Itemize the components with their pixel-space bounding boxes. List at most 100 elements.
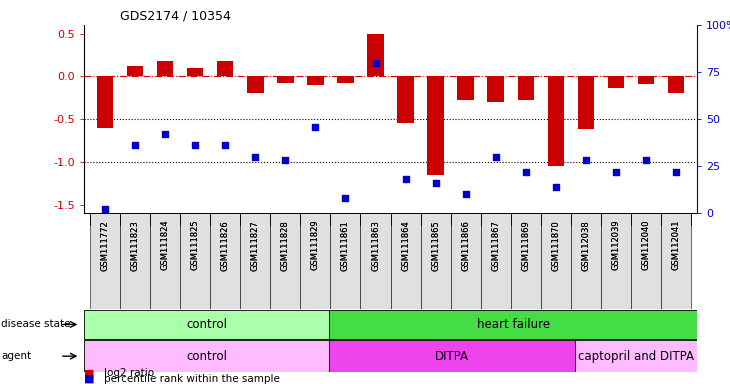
FancyBboxPatch shape	[541, 213, 571, 309]
Point	[339, 195, 351, 201]
Text: GSM111869: GSM111869	[521, 220, 530, 271]
Text: GSM111823: GSM111823	[131, 220, 139, 271]
FancyBboxPatch shape	[84, 341, 329, 372]
FancyBboxPatch shape	[331, 213, 361, 309]
FancyBboxPatch shape	[391, 213, 420, 309]
Text: ■: ■	[84, 374, 94, 384]
Text: GSM111864: GSM111864	[401, 220, 410, 271]
FancyBboxPatch shape	[180, 213, 210, 309]
FancyBboxPatch shape	[631, 213, 661, 309]
Point	[250, 154, 261, 160]
Bar	[217, 61, 234, 76]
Text: log2 ratio: log2 ratio	[104, 368, 155, 378]
Text: GSM111824: GSM111824	[161, 220, 169, 270]
FancyBboxPatch shape	[84, 310, 329, 339]
Point	[280, 157, 291, 164]
Point	[490, 154, 502, 160]
FancyBboxPatch shape	[575, 341, 697, 372]
FancyBboxPatch shape	[329, 341, 575, 372]
Text: GSM111870: GSM111870	[551, 220, 561, 271]
FancyBboxPatch shape	[481, 213, 511, 309]
Text: GSM112040: GSM112040	[642, 220, 650, 270]
Point	[220, 142, 231, 149]
Point	[400, 176, 412, 182]
Text: GSM112041: GSM112041	[672, 220, 680, 270]
Point	[580, 157, 592, 164]
Bar	[427, 76, 444, 175]
Point	[129, 142, 141, 149]
Bar	[247, 76, 264, 93]
Bar	[127, 66, 143, 76]
Text: GSM111825: GSM111825	[191, 220, 200, 270]
Bar	[397, 76, 414, 123]
Bar	[187, 68, 204, 76]
Text: GSM111861: GSM111861	[341, 220, 350, 271]
Point	[670, 169, 682, 175]
FancyBboxPatch shape	[90, 213, 120, 309]
Bar	[518, 76, 534, 100]
Point	[460, 191, 472, 197]
Bar	[96, 76, 113, 127]
FancyBboxPatch shape	[150, 213, 180, 309]
Text: GSM112038: GSM112038	[581, 220, 591, 271]
Point	[520, 169, 531, 175]
Text: GSM111864: GSM111864	[401, 220, 410, 271]
Point	[610, 169, 622, 175]
Point	[640, 157, 652, 164]
Text: GSM112041: GSM112041	[672, 220, 680, 270]
Bar	[488, 76, 504, 102]
Point	[159, 131, 171, 137]
Text: GSM111866: GSM111866	[461, 220, 470, 271]
Text: captopril and DITPA: captopril and DITPA	[578, 350, 694, 362]
Text: control: control	[186, 318, 227, 331]
Point	[310, 124, 321, 130]
Text: GSM111863: GSM111863	[371, 220, 380, 271]
Text: GSM111826: GSM111826	[220, 220, 230, 271]
Text: GSM111825: GSM111825	[191, 220, 200, 270]
Text: GSM112039: GSM112039	[612, 220, 620, 270]
FancyBboxPatch shape	[420, 213, 450, 309]
Text: GSM111824: GSM111824	[161, 220, 169, 270]
Text: GSM111826: GSM111826	[220, 220, 230, 271]
Point	[550, 184, 561, 190]
Text: heart failure: heart failure	[477, 318, 550, 331]
FancyBboxPatch shape	[210, 213, 240, 309]
Text: GSM111865: GSM111865	[431, 220, 440, 271]
Text: agent: agent	[1, 351, 31, 361]
Text: disease state: disease state	[1, 319, 71, 329]
Bar	[307, 76, 323, 85]
Bar	[277, 76, 293, 83]
Bar	[577, 76, 594, 129]
Text: GSM111772: GSM111772	[101, 220, 110, 271]
Text: GSM112040: GSM112040	[642, 220, 650, 270]
Text: GSM112038: GSM112038	[581, 220, 591, 271]
Text: GSM111823: GSM111823	[131, 220, 139, 271]
Text: control: control	[186, 350, 227, 362]
Bar	[668, 76, 685, 93]
Bar	[548, 76, 564, 166]
Text: GSM111867: GSM111867	[491, 220, 500, 271]
Text: ■: ■	[84, 368, 94, 378]
FancyBboxPatch shape	[329, 310, 697, 339]
Text: GSM111829: GSM111829	[311, 220, 320, 270]
Text: GSM111772: GSM111772	[101, 220, 110, 271]
Text: DITPA: DITPA	[435, 350, 469, 362]
FancyBboxPatch shape	[511, 213, 541, 309]
Bar	[607, 76, 624, 88]
Text: GSM111829: GSM111829	[311, 220, 320, 270]
Text: GSM111867: GSM111867	[491, 220, 500, 271]
Text: GSM111863: GSM111863	[371, 220, 380, 271]
Bar	[157, 61, 173, 76]
Text: GSM111866: GSM111866	[461, 220, 470, 271]
Text: GSM111869: GSM111869	[521, 220, 530, 271]
FancyBboxPatch shape	[571, 213, 601, 309]
Point	[430, 180, 442, 186]
Text: GSM111861: GSM111861	[341, 220, 350, 271]
Bar	[367, 33, 384, 76]
FancyBboxPatch shape	[120, 213, 150, 309]
FancyBboxPatch shape	[300, 213, 331, 309]
Text: GSM112039: GSM112039	[612, 220, 620, 270]
Bar	[458, 76, 474, 100]
FancyBboxPatch shape	[601, 213, 631, 309]
Text: percentile rank within the sample: percentile rank within the sample	[104, 374, 280, 384]
